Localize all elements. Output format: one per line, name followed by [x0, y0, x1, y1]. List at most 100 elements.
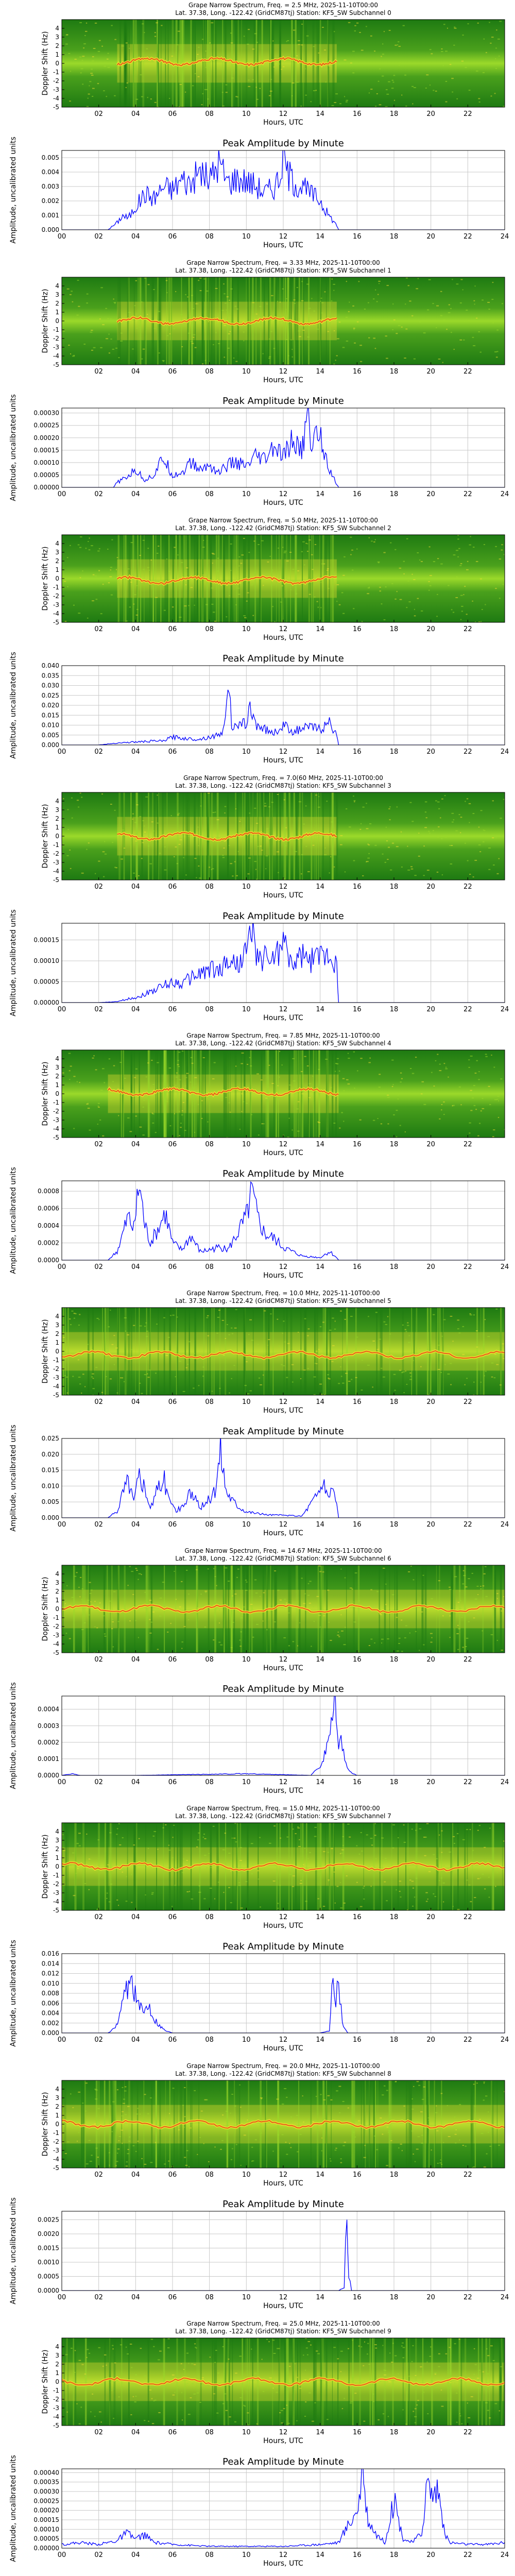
spectrogram-speckle	[158, 2359, 160, 2361]
spectrogram-speckle	[398, 1637, 401, 1639]
spectrogram-speckle	[104, 1082, 106, 1083]
x-tick-label: 14	[316, 2171, 324, 2179]
spectrogram-speckle	[385, 106, 388, 107]
spectrogram-speckle	[229, 1111, 231, 1113]
spectrogram-speckle	[201, 1117, 203, 1119]
spectrogram-speckle	[174, 856, 175, 858]
x-tick-label: 12	[279, 2429, 288, 2436]
x-tick-label: 12	[279, 625, 288, 633]
spectrogram-speckle	[373, 298, 375, 300]
spectrogram-speckle	[339, 1366, 341, 1368]
spectrogram-speckle	[265, 1097, 268, 1099]
spectrogram-speckle	[142, 1134, 145, 1136]
spectrogram-speckle	[456, 1633, 459, 1634]
x-tick-label: 02	[94, 233, 103, 241]
spectrogram-striation	[119, 1050, 121, 1138]
spectrogram-speckle	[150, 1621, 153, 1623]
spectrogram-speckle	[481, 609, 483, 611]
spectrogram-speckle	[205, 66, 207, 68]
spectrogram-striation	[352, 2338, 354, 2426]
spectrogram-speckle	[221, 2140, 224, 2142]
spectrogram-speckle	[248, 857, 251, 859]
spectrogram-striation	[319, 1050, 320, 1138]
spectrogram-speckle	[185, 91, 186, 93]
spectrogram-speckle	[497, 38, 500, 40]
spectrogram-speckle	[171, 55, 174, 57]
x-tick-label: 22	[464, 2171, 472, 2179]
spectrogram-speckle	[187, 1619, 190, 1620]
spectrogram-speckle	[147, 1848, 149, 1849]
spectrogram-speckle	[135, 1620, 136, 1621]
spectrogram-striation	[267, 1308, 270, 1395]
spectrogram-speckle	[204, 1838, 207, 1839]
spectrogram-striation	[73, 1565, 75, 1653]
spectrogram-speckle	[292, 1058, 295, 1059]
spectrogram-speckle	[139, 1325, 142, 1327]
spectrogram-speckle	[125, 87, 127, 88]
spectrogram-speckle	[482, 2371, 484, 2372]
spectrogram-speckle	[425, 1901, 428, 1902]
spectrogram-speckle	[83, 344, 86, 345]
spectrogram-striation	[325, 277, 327, 365]
spectrogram-speckle	[239, 1860, 242, 1861]
spectrogram-speckle	[172, 2394, 175, 2396]
spectrogram-striation	[180, 1050, 182, 1138]
spectrogram-speckle	[457, 1319, 459, 1321]
spectrogram-speckle	[179, 1079, 181, 1080]
spectrogram-speckle	[287, 1137, 289, 1138]
spectrogram-speckle	[324, 854, 327, 856]
spectrogram-speckle	[430, 84, 431, 86]
spectrogram-speckle	[65, 43, 68, 45]
spectrogram-speckle	[261, 1123, 264, 1125]
spectrogram-speckle	[494, 1886, 496, 1887]
spectrogram-speckle	[423, 1836, 426, 1838]
spectrogram-speckle	[277, 1085, 279, 1087]
y-tick-label: -5	[53, 104, 59, 111]
spectrogram-speckle	[334, 2149, 337, 2151]
spectrogram-speckle	[488, 869, 491, 870]
spectrogram-speckle	[338, 1070, 340, 1072]
spectrogram-speckle	[374, 2344, 377, 2345]
spectrogram-speckle	[458, 1086, 461, 1088]
spectrogram-speckle	[485, 1056, 488, 1057]
spectrogram-striation	[342, 1823, 344, 1910]
spectrogram-speckle	[402, 2409, 404, 2411]
spectrogram-speckle	[349, 1355, 352, 1357]
x-tick-label: 20	[426, 748, 435, 756]
spectrogram-striation	[282, 535, 284, 622]
spectrogram-speckle	[92, 96, 94, 97]
spectrogram-striation	[321, 2338, 323, 2426]
spectrogram-speckle	[478, 1825, 481, 1826]
spectrogram-striation	[107, 1308, 109, 1395]
y-axis-label: Amplitude, uncalibrated units	[9, 652, 18, 759]
spectrogram-speckle	[201, 104, 203, 106]
spectrogram-striation	[381, 1823, 383, 1910]
spectrogram-speckle	[145, 1076, 147, 1078]
spectrogram-speckle	[385, 335, 387, 337]
spectrogram-speckle	[194, 2090, 196, 2091]
x-tick-label: 02	[94, 1263, 103, 1271]
spectrogram-speckle	[430, 1641, 433, 1643]
spectrogram-speckle	[477, 1135, 479, 1137]
spectrogram-speckle	[211, 603, 214, 605]
spectrogram-speckle	[204, 1855, 207, 1856]
spectrogram-striation	[272, 1308, 274, 1395]
spectrogram-striation	[146, 1565, 148, 1653]
spectrogram-speckle	[168, 571, 170, 572]
spectrogram-speckle	[136, 585, 138, 586]
spectrogram-striation	[228, 1565, 229, 1653]
y-tick-label: 2	[55, 1073, 59, 1080]
spectrogram-speckle	[433, 1893, 435, 1894]
spectrogram-speckle	[95, 873, 96, 874]
spectrogram-speckle	[460, 832, 461, 834]
doppler-trace	[116, 57, 337, 67]
spectrogram-speckle	[344, 1318, 346, 1320]
spectrogram-speckle	[184, 879, 185, 880]
spectrogram-speckle	[116, 1899, 118, 1901]
spectrogram-speckle	[467, 860, 469, 861]
spectrogram-speckle	[487, 2131, 489, 2133]
spectrogram-speckle	[107, 53, 109, 54]
spectrogram-speckle	[402, 2357, 405, 2359]
spectrogram-speckle	[106, 1892, 108, 1894]
spectrogram-speckle	[241, 1052, 244, 1054]
